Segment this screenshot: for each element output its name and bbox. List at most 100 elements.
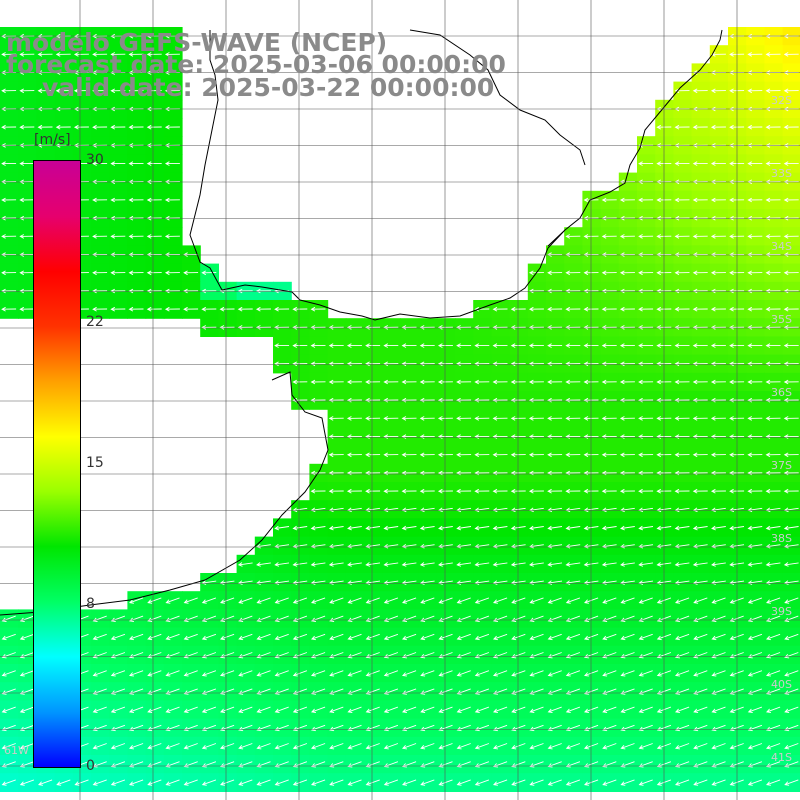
wind-arrow [675,633,690,641]
wind-arrow [92,52,108,57]
wind-arrow [419,562,435,567]
wind-arrow [674,525,690,531]
wind-arrow [456,525,472,531]
wind-arrow [692,488,708,494]
wind-arrow [346,434,362,439]
wind-arrows [1,33,799,786]
wind-arrow [110,670,126,677]
wind-arrow [675,597,690,604]
wind-arrow [547,743,562,750]
wind-arrow [402,633,417,641]
wind-arrow [19,88,35,94]
wind-arrow [710,124,726,130]
wind-arrow [365,488,381,494]
wind-arrow [456,343,472,348]
wind-arrow [510,580,526,585]
wind-arrow [601,197,617,203]
wind-arrow [73,124,89,130]
wind-arrow [438,597,453,604]
wind-arrow [783,452,799,458]
wind-arrow [565,743,581,750]
wind-arrow [164,197,180,203]
wind-arrow [164,252,180,257]
wind-arrow [128,52,144,57]
wind-arrow [492,434,508,439]
wind-arrow [365,379,381,385]
wind-arrow [346,452,362,458]
wind-arrow [565,343,581,348]
wind-arrow [693,633,708,641]
wind-arrow [620,597,635,604]
wind-arrow [783,562,799,567]
wind-arrow [638,270,654,276]
wind-arrow [602,779,617,786]
wind-arrow [692,252,708,257]
wind-arrow [620,670,635,677]
wind-arrow [110,234,126,239]
wind-arrow [583,252,599,257]
wind-arrow [601,416,617,421]
wind-arrow [747,161,763,166]
wind-arrow [528,361,544,367]
wind-arrow [201,670,217,677]
wind-arrow [292,306,308,312]
wind-arrow [237,325,253,330]
wind-arrow [1,124,17,130]
wind-arrow [1,288,17,294]
wind-arrow [547,416,563,421]
wind-arrow [147,597,162,604]
wind-arrow [1,306,17,312]
wind-arrow [147,706,162,713]
wind-arrow [619,252,635,257]
wind-arrow [402,779,417,786]
wind-arrow [401,525,417,531]
latitude-label: 39S [771,605,792,618]
wind-arrow [401,434,417,439]
wind-arrow [674,434,690,439]
wind-arrow [692,161,708,166]
wind-arrow [747,306,763,312]
wind-arrow [474,452,490,458]
wind-arrow [129,670,144,677]
wind-arrow [638,197,654,203]
wind-arrow [19,197,35,203]
wind-arrow [692,88,708,94]
wind-arrow [620,633,635,641]
wind-arrow [147,633,162,641]
latitude-label: 36S [771,386,792,399]
wind-arrow [710,252,726,257]
wind-arrow [128,197,144,203]
wind-arrow [747,252,763,257]
wind-arrow [329,597,344,604]
wind-arrow [438,633,453,641]
wind-arrow [529,525,544,531]
wind-arrow [492,325,508,330]
wind-arrow [310,580,326,585]
wind-arrow [493,706,508,713]
wind-arrow [583,361,599,367]
latitude-label: 32S [771,94,792,107]
wind-arrow [747,452,763,458]
wind-arrow [38,779,53,786]
wind-arrow [311,743,326,750]
wind-arrow [420,779,435,786]
wind-arrow [237,288,253,294]
wind-arrow [128,161,144,166]
wind-arrow [692,452,708,458]
wind-arrow [92,161,108,166]
wind-arrow [437,343,453,348]
wind-arrow [219,580,235,585]
wind-arrow [310,306,326,312]
wind-arrow [765,379,781,385]
wind-arrow [474,597,490,604]
wind-arrow [638,633,653,641]
wind-arrow [292,597,308,604]
wind-arrow [710,234,726,239]
wind-arrow [747,416,763,421]
wind-arrow [220,633,235,641]
wind-arrow [783,234,799,239]
wind-arrow [766,670,781,677]
wind-arrow [128,288,144,294]
wind-arrow [347,525,362,531]
wind-arrow [292,670,308,677]
